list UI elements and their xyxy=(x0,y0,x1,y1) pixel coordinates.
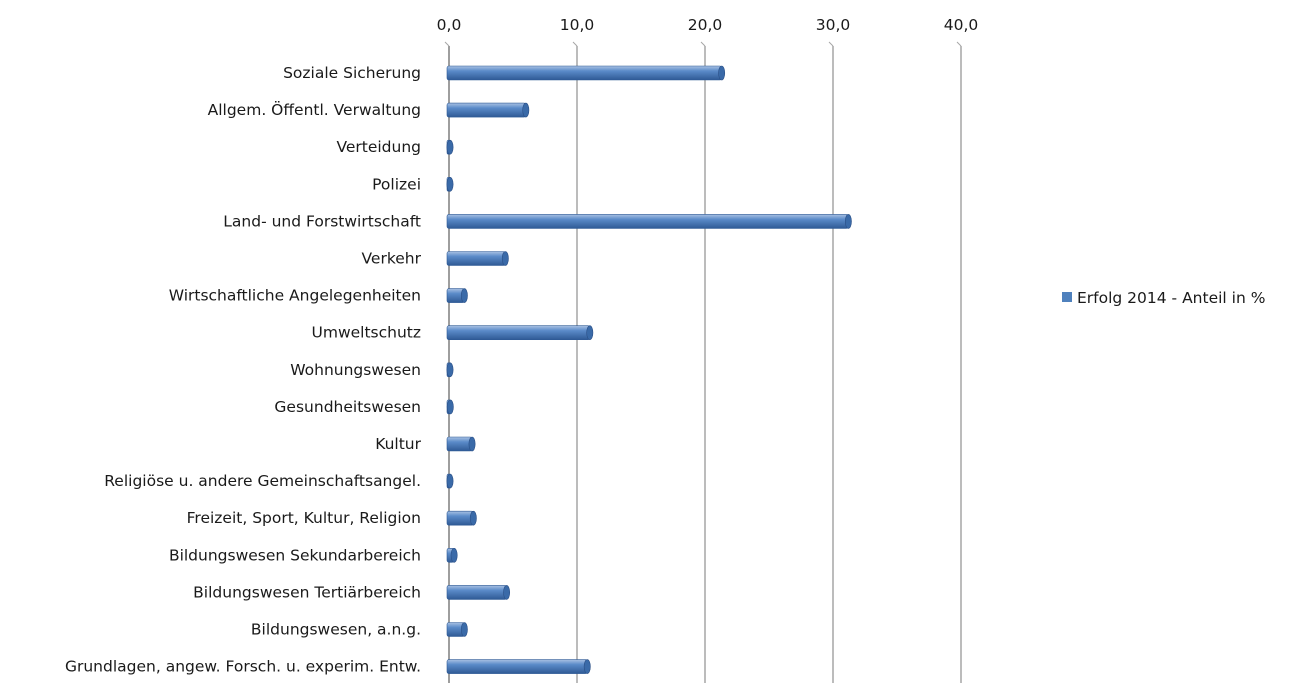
bar xyxy=(446,102,527,118)
category-labels: Soziale Sicherung Allgem. Öffentl. Verwal… xyxy=(65,64,422,676)
x-tick-label: 40,0 xyxy=(944,16,979,34)
bar xyxy=(446,585,507,600)
category-label: Freizeit, Sport, Kultur, Religion xyxy=(187,509,421,527)
bar xyxy=(446,436,473,452)
category-label: Kultur xyxy=(375,435,421,453)
grid-line-edge xyxy=(700,41,706,47)
bar-cap xyxy=(586,325,594,341)
grid-line-edge xyxy=(956,41,962,47)
bar-cap xyxy=(501,251,509,266)
bar-cap xyxy=(718,65,726,81)
bar-cap xyxy=(469,510,477,526)
category-label: Soziale Sicherung xyxy=(283,64,421,82)
legend-label: Erfolg 2014 - Anteil in % xyxy=(1077,289,1265,307)
category-label: Verteidung xyxy=(336,138,421,156)
bar-cap xyxy=(446,362,454,378)
bar xyxy=(446,214,849,229)
bar-cap xyxy=(450,547,458,563)
bar-cap xyxy=(460,622,468,637)
bar-cap xyxy=(583,659,591,674)
legend-swatch xyxy=(1062,292,1072,302)
category-label: Gesundheitswesen xyxy=(274,398,421,416)
category-label: Bildungswesen Tertiärbereich xyxy=(193,583,421,601)
category-label: Bildungswesen, a.n.g. xyxy=(251,621,421,639)
bar-cap xyxy=(844,214,852,229)
bar xyxy=(446,65,722,81)
bar xyxy=(446,659,588,674)
category-label: Wirtschaftliche Angelegenheiten xyxy=(169,287,421,305)
category-label: Wohnungswesen xyxy=(290,361,421,379)
grid-line-edge xyxy=(572,41,578,47)
category-label: Religiöse u. andere Gemeinschaftsangel. xyxy=(104,472,421,490)
category-label: Grundlagen, angew. Forsch. u. experim. E… xyxy=(65,658,421,676)
bar-cap xyxy=(460,288,468,303)
bars xyxy=(446,65,852,674)
x-tick-label: 30,0 xyxy=(816,16,851,34)
category-label: Verkehr xyxy=(362,250,422,268)
x-axis-ticks: 0,0 10,0 20,0 30,0 40,0 xyxy=(437,16,979,34)
category-label: Umweltschutz xyxy=(312,324,422,342)
legend: Erfolg 2014 - Anteil in % xyxy=(1062,289,1265,307)
x-tick-label: 0,0 xyxy=(437,16,462,34)
x-tick-label: 10,0 xyxy=(560,16,595,34)
grid-line-edge xyxy=(828,41,834,47)
category-label: Allgem. Öffentl. Verwaltung xyxy=(208,100,421,119)
category-label: Bildungswesen Sekundarbereich xyxy=(169,546,421,564)
grid-lines xyxy=(444,41,962,683)
bar-cap xyxy=(446,177,454,192)
bar-cap xyxy=(446,399,454,415)
bar xyxy=(446,251,506,266)
bar xyxy=(446,510,474,526)
x-tick-label: 20,0 xyxy=(688,16,723,34)
bar-cap xyxy=(446,473,454,489)
bar-cap xyxy=(446,139,454,155)
bar xyxy=(446,325,591,341)
bar-cap xyxy=(503,585,511,600)
grid-line-edge xyxy=(444,41,450,47)
category-label: Polizei xyxy=(372,175,421,193)
bar-cap xyxy=(468,436,476,452)
category-label: Land- und Forstwirtschaft xyxy=(223,212,421,230)
bar-cap xyxy=(522,102,530,118)
